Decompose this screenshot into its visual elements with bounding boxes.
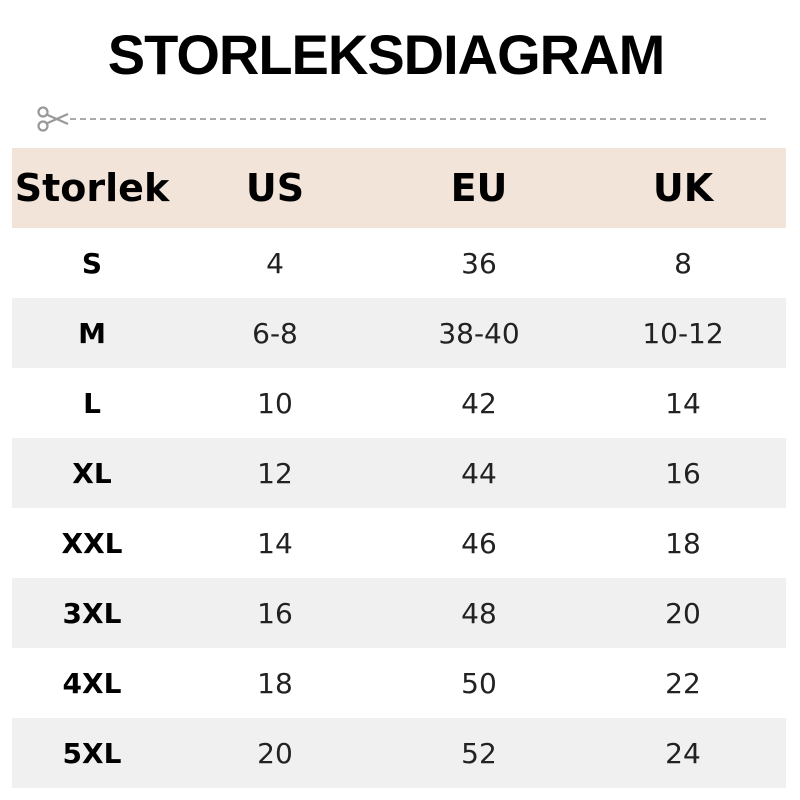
cell-uk: 10-12 xyxy=(642,316,724,350)
table-row: 3XL 16 48 20 xyxy=(12,578,786,648)
cell-uk: 16 xyxy=(665,456,701,490)
table-row: 5XL 20 52 24 xyxy=(12,718,786,788)
cell-uk: 24 xyxy=(665,736,701,770)
cell-size: M xyxy=(78,316,106,350)
cell-eu: 38-40 xyxy=(438,316,520,350)
cell-eu: 36 xyxy=(461,246,497,280)
table-header: Storlek US EU UK xyxy=(12,148,786,228)
header-uk: UK xyxy=(652,166,714,210)
page-title: STORLEKSDIAGRAM xyxy=(107,23,665,86)
cell-uk: 22 xyxy=(665,666,701,700)
cell-size: XXL xyxy=(61,526,123,560)
cell-us: 12 xyxy=(257,456,293,490)
cell-uk: 14 xyxy=(665,386,701,420)
cell-us: 10 xyxy=(257,386,293,420)
scissors-icon xyxy=(37,106,69,132)
cell-eu: 48 xyxy=(461,596,497,630)
size-table: Storlek US EU UK S 4 36 8 M 6-8 38-40 10-12 L 10 4… xyxy=(12,148,786,788)
header-eu: EU xyxy=(450,166,508,210)
cell-eu: 50 xyxy=(461,666,497,700)
cell-us: 14 xyxy=(257,526,293,560)
table-row: XL 12 44 16 xyxy=(12,438,786,508)
table-row: M 6-8 38-40 10-12 xyxy=(12,298,786,368)
cell-uk: 18 xyxy=(665,526,701,560)
cell-us: 20 xyxy=(257,736,293,770)
cell-us: 4 xyxy=(266,246,284,280)
header-size: Storlek xyxy=(14,166,170,210)
cell-us: 16 xyxy=(257,596,293,630)
cell-us: 18 xyxy=(257,666,293,700)
cell-size: S xyxy=(81,246,103,280)
header-us: US xyxy=(245,166,305,210)
cell-uk: 20 xyxy=(665,596,701,630)
table-row: S 4 36 8 xyxy=(12,228,786,298)
cell-eu: 42 xyxy=(461,386,497,420)
cut-line xyxy=(36,106,766,132)
cell-eu: 44 xyxy=(461,456,497,490)
table-row: 4XL 18 50 22 xyxy=(12,648,786,718)
cell-size: XL xyxy=(72,456,112,490)
cell-us: 6-8 xyxy=(252,316,298,350)
cell-size: 5XL xyxy=(62,736,122,770)
cell-uk: 8 xyxy=(674,246,692,280)
cell-size: 4XL xyxy=(62,666,122,700)
table-row: XXL 14 46 18 xyxy=(12,508,786,578)
cell-size: L xyxy=(83,386,101,420)
table-row: L 10 42 14 xyxy=(12,368,786,438)
cell-size: 3XL xyxy=(62,596,122,630)
cell-eu: 52 xyxy=(461,736,497,770)
dashed-line xyxy=(70,118,766,120)
cell-eu: 46 xyxy=(461,526,497,560)
